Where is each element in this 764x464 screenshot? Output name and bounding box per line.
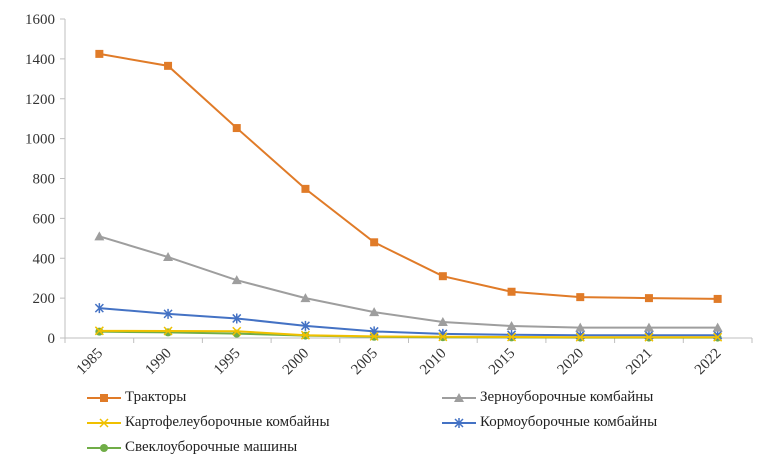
data-point: [643, 322, 654, 332]
y-tick-label: 800: [33, 172, 56, 188]
data-point: [575, 322, 586, 332]
data-point: [644, 332, 654, 342]
data-point: [576, 293, 585, 302]
y-tick-label: 200: [33, 291, 56, 307]
y-tick-label: 400: [33, 251, 56, 267]
series-line: [99, 235, 718, 329]
data-point: [94, 231, 105, 241]
series-triangle: [94, 231, 723, 332]
x-tick-label: 2015: [486, 346, 519, 379]
data-point: [370, 238, 379, 247]
data-point: [712, 322, 723, 332]
y-tick-label: 1400: [25, 52, 55, 68]
data-point: [232, 326, 242, 336]
data-point: [163, 308, 173, 319]
series-line: [99, 307, 718, 337]
data-point: [713, 332, 723, 342]
x-tick-label: 1995: [211, 346, 244, 379]
data-point: [369, 307, 380, 317]
series-square: [95, 49, 722, 303]
data-point: [300, 330, 310, 340]
data-point: [437, 317, 448, 327]
data-point: [300, 320, 310, 331]
data-point: [300, 293, 311, 303]
data-point: [438, 332, 448, 342]
data-point: [232, 124, 241, 133]
y-tick-label: 1200: [25, 92, 55, 108]
data-point: [94, 326, 104, 336]
axes: 0 200 400 600 800 1000 1200 1400 1600 1985 1990 199…: [25, 12, 753, 379]
y-tick-label: 600: [33, 211, 56, 227]
data-point: [644, 294, 653, 303]
x-tick-label: 2021: [623, 346, 656, 379]
series-line: [99, 329, 718, 339]
y-tick-label: 1000: [25, 132, 55, 148]
x-tick-label: 2000: [280, 346, 313, 379]
series-x: [94, 326, 723, 342]
data-point: [506, 321, 517, 331]
data-point: [301, 184, 310, 193]
x-tick-label: 1990: [142, 346, 175, 379]
data-point: [507, 287, 516, 296]
y-tick-label: 0: [48, 331, 56, 347]
x-tick-label: 2005: [348, 346, 381, 379]
x-tick-label: 1985: [74, 346, 107, 379]
data-point: [369, 331, 379, 341]
data-point: [713, 294, 722, 303]
data-point: [164, 328, 173, 337]
y-tick-label: 1600: [25, 12, 55, 28]
data-point: [507, 332, 517, 342]
data-point: [163, 326, 173, 336]
series-lines: [94, 49, 723, 342]
series-asterisk: [94, 303, 723, 341]
series-line: [99, 52, 718, 300]
x-tick-label: 2022: [692, 346, 725, 379]
x-tick-label: 2020: [555, 346, 588, 379]
data-point: [438, 272, 447, 281]
data-point: [95, 49, 104, 58]
data-point: [575, 332, 585, 342]
data-point: [231, 275, 242, 285]
data-point: [164, 61, 173, 70]
data-point: [232, 313, 242, 324]
data-point: [163, 252, 174, 262]
x-tick-label: 2010: [417, 346, 450, 379]
data-point: [94, 303, 104, 314]
